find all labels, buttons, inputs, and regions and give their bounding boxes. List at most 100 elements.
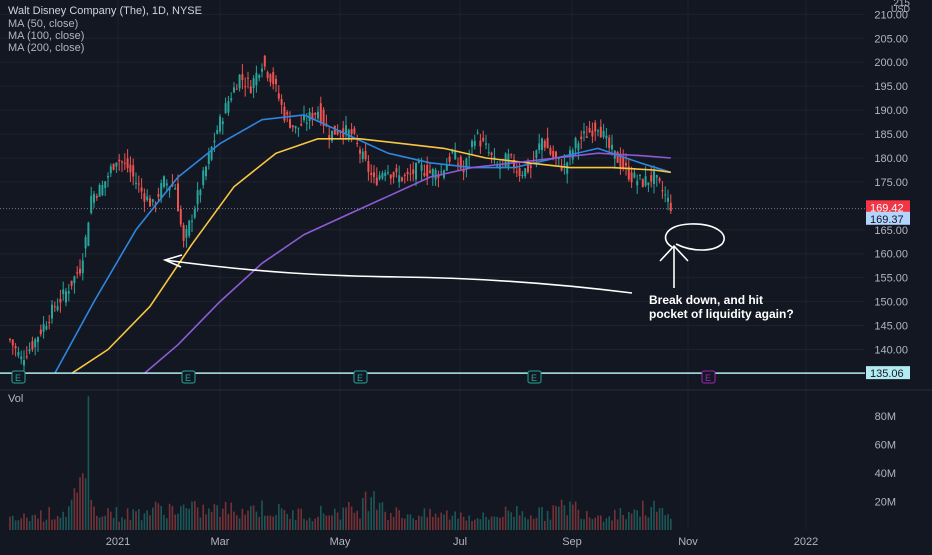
price-tick-label: 155.00 xyxy=(874,273,908,285)
volume-label[interactable]: Vol xyxy=(8,393,23,405)
last-price-badge-text: 169.42 xyxy=(870,202,904,214)
volume-bar xyxy=(560,499,563,530)
candle-body xyxy=(543,140,546,148)
candle-body xyxy=(143,193,146,202)
volume-bar xyxy=(289,518,291,530)
candle-body xyxy=(269,74,272,83)
candle-body xyxy=(557,158,560,160)
ma-line xyxy=(54,114,672,374)
volume-bar xyxy=(250,505,252,530)
volume-bar xyxy=(31,515,34,530)
earnings-marker[interactable]: E xyxy=(181,370,196,384)
line-price-badge: 135.06 xyxy=(866,366,910,380)
candle-body xyxy=(87,222,90,247)
volume-bar xyxy=(311,521,314,530)
volume-bar xyxy=(56,515,59,530)
earnings-badge[interactable] xyxy=(11,370,26,384)
earnings-marker[interactable]: E xyxy=(11,370,26,384)
volume-bar xyxy=(278,504,280,530)
candle-body xyxy=(602,130,605,137)
candle-body xyxy=(653,170,655,185)
volume-bar xyxy=(566,515,568,530)
candle-body xyxy=(219,116,221,132)
candle-body xyxy=(426,164,429,177)
volume-bar xyxy=(157,503,160,530)
price-tick-label: 185.00 xyxy=(874,129,908,141)
volume-bar xyxy=(541,507,543,530)
volume-bar xyxy=(420,516,423,530)
volume-bar xyxy=(395,507,398,530)
earnings-badge[interactable] xyxy=(353,370,368,384)
volume-bar xyxy=(308,517,311,530)
volume-bar xyxy=(502,516,504,530)
candlesticks xyxy=(9,54,672,376)
earnings-marker[interactable]: E xyxy=(701,370,716,384)
earnings-badge[interactable] xyxy=(527,370,542,384)
volume-bar xyxy=(616,519,619,530)
study-ma50[interactable]: MA (50, close) xyxy=(8,18,78,30)
candle-body xyxy=(524,168,527,177)
volume-bar xyxy=(205,514,207,530)
volume-bar xyxy=(642,500,644,530)
candle-body xyxy=(291,125,294,128)
candle-body xyxy=(403,174,406,176)
candle-body xyxy=(566,162,569,174)
volume-bar xyxy=(345,507,347,530)
candle-body xyxy=(465,158,468,170)
candle-body xyxy=(448,156,451,162)
volume-bar xyxy=(364,491,367,530)
candle-body xyxy=(328,135,331,140)
volume-bar xyxy=(96,515,98,530)
study-ma100[interactable]: MA (100, close) xyxy=(8,30,84,42)
earnings-label: E xyxy=(15,373,21,383)
earnings-badge[interactable] xyxy=(701,370,716,384)
candle-body xyxy=(658,178,661,181)
candle-body xyxy=(529,165,532,168)
candle-body xyxy=(70,280,73,286)
volume-bar xyxy=(79,477,81,530)
earnings-marker[interactable]: E xyxy=(353,370,368,384)
last-price-badge-bg xyxy=(866,200,910,214)
volume-bar xyxy=(241,508,244,530)
candle-body xyxy=(356,142,359,144)
volume-bar xyxy=(460,512,462,530)
candle-body xyxy=(373,172,375,178)
study-ma200[interactable]: MA (200, close) xyxy=(8,42,84,54)
candle-body xyxy=(588,127,591,133)
volume-bar xyxy=(591,519,594,530)
candle-body xyxy=(233,87,235,93)
volume-bar xyxy=(650,507,652,530)
earnings-badge[interactable] xyxy=(181,370,196,384)
candle-body xyxy=(605,135,608,139)
time-tick-label: May xyxy=(330,536,351,548)
volume-bar xyxy=(252,505,255,530)
candle-body xyxy=(115,162,118,167)
drawing-annotations: Break down, and hit pocket of liquidity … xyxy=(162,223,794,321)
volume-bar xyxy=(605,518,608,530)
ma-line xyxy=(71,138,671,375)
volume-bar xyxy=(429,508,431,530)
earnings-marker[interactable]: E xyxy=(527,370,542,384)
candle-body xyxy=(322,109,325,126)
volume-bar xyxy=(362,498,364,530)
volume-bar xyxy=(104,515,106,530)
candle-body xyxy=(261,68,263,72)
symbol-title[interactable]: Walt Disney Company (The), 1D, NYSE xyxy=(8,5,202,17)
volume-bar xyxy=(177,513,179,530)
volume-bar xyxy=(476,518,479,530)
candle-body xyxy=(630,172,633,183)
volume-bar xyxy=(504,506,507,530)
candle-body xyxy=(210,146,213,160)
candle-body xyxy=(65,291,67,303)
volume-bar xyxy=(401,518,403,530)
volume-bar xyxy=(513,516,515,530)
candle-body xyxy=(549,147,552,155)
candle-body xyxy=(132,165,135,177)
volume-bar xyxy=(266,515,269,530)
volume-bar xyxy=(507,510,510,530)
volume-bar xyxy=(135,511,137,530)
volume-bar xyxy=(356,510,358,530)
volume-bar xyxy=(171,505,174,530)
